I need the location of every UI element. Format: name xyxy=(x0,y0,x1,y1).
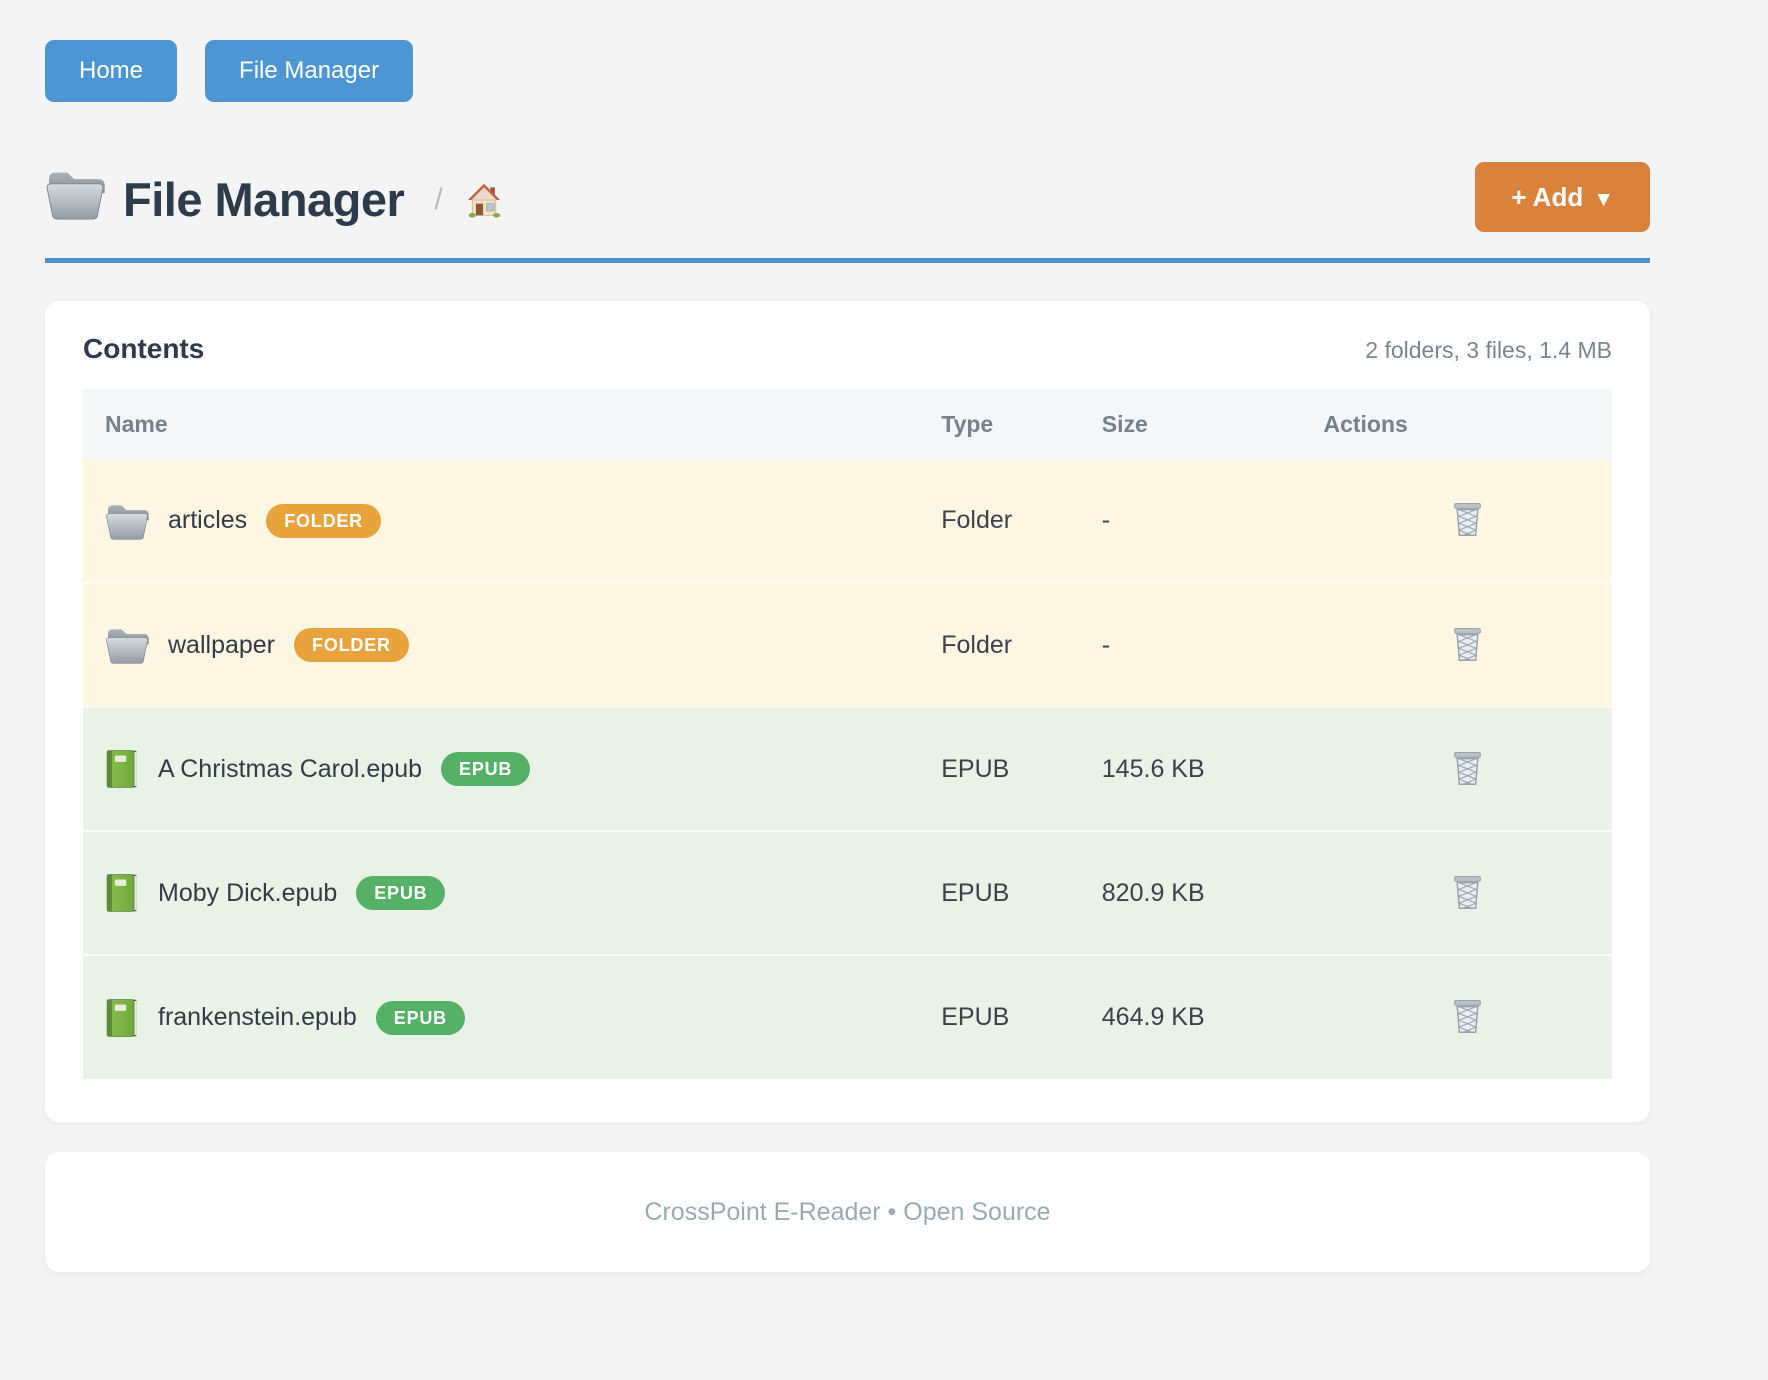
file-size-label: 820.9 KB xyxy=(1101,878,1205,907)
file-type-icon xyxy=(105,502,149,540)
add-button[interactable]: + Add ▼ xyxy=(1475,162,1650,232)
file-type-icon xyxy=(105,749,139,789)
file-name-label: Moby Dick.epub xyxy=(158,878,338,907)
contents-heading: Contents xyxy=(83,333,205,364)
file-name-link[interactable]: frankenstein.epub EPUB xyxy=(105,998,939,1038)
contents-summary: 2 folders, 3 files, 1.4 MB xyxy=(1365,337,1612,363)
column-header-size: Size xyxy=(1099,389,1322,459)
table-header-row: Name Type Size Actions xyxy=(83,389,1612,459)
page-header: File Manager / + Add ▼ xyxy=(45,162,1650,232)
table-row: Moby Dick.epub EPUB EPUB 820.9 KB xyxy=(83,831,1612,955)
file-size-label: 145.6 KB xyxy=(1101,754,1205,783)
footer-text: CrossPoint E-Reader • Open Source xyxy=(644,1197,1051,1226)
table-row: wallpaper FOLDER Folder - xyxy=(83,583,1612,707)
file-name-label: wallpaper xyxy=(168,630,276,659)
nav-file-manager-button[interactable]: File Manager xyxy=(205,40,414,102)
file-name-link[interactable]: A Christmas Carol.epub EPUB xyxy=(105,749,939,789)
file-name-link[interactable]: Moby Dick.epub EPUB xyxy=(105,873,939,913)
file-kind-badge: EPUB xyxy=(441,752,531,786)
title-underline xyxy=(45,258,1650,263)
file-name-label: A Christmas Carol.epub xyxy=(158,754,423,783)
trash-icon xyxy=(1452,1000,1483,1037)
delete-button[interactable] xyxy=(1448,622,1487,669)
file-table-body: articles FOLDER Folder - xyxy=(83,459,1612,1079)
delete-button[interactable] xyxy=(1448,994,1487,1041)
file-kind-badge: FOLDER xyxy=(294,628,409,662)
file-size-label: - xyxy=(1101,506,1111,534)
file-type-label: EPUB xyxy=(941,878,1010,907)
column-header-type: Type xyxy=(939,389,1100,459)
table-row: frankenstein.epub EPUB EPUB 464.9 KB xyxy=(83,955,1612,1079)
file-size-label: - xyxy=(1101,630,1111,659)
trash-icon xyxy=(1452,875,1483,913)
file-type-icon xyxy=(105,998,139,1038)
top-nav: Home File Manager xyxy=(45,0,1650,102)
file-kind-badge: FOLDER xyxy=(266,503,381,538)
file-size-label: 464.9 KB xyxy=(1101,1003,1205,1031)
home-icon[interactable] xyxy=(466,182,502,218)
footer-card: CrossPoint E-Reader • Open Source xyxy=(45,1152,1650,1272)
delete-button[interactable] xyxy=(1448,746,1487,793)
file-type-icon xyxy=(105,626,149,664)
file-type-icon xyxy=(105,873,139,913)
trash-icon xyxy=(1452,627,1483,665)
file-name-link[interactable]: articles FOLDER xyxy=(105,502,939,540)
breadcrumb-separator: / xyxy=(434,182,443,216)
file-name-link[interactable]: wallpaper FOLDER xyxy=(105,626,939,664)
file-table: Name Type Size Actions articles FOLDER xyxy=(83,389,1612,1079)
page: Home File Manager File Manager / xyxy=(45,0,1650,1272)
file-name-label: articles xyxy=(168,506,248,534)
contents-card: Contents 2 folders, 3 files, 1.4 MB Name… xyxy=(45,301,1650,1122)
nav-home-button[interactable]: Home xyxy=(45,40,178,102)
table-row: A Christmas Carol.epub EPUB EPUB 145.6 K… xyxy=(83,707,1612,831)
column-header-actions: Actions xyxy=(1321,389,1612,459)
file-name-label: frankenstein.epub xyxy=(158,1003,357,1031)
file-type-label: EPUB xyxy=(941,754,1010,783)
file-type-label: Folder xyxy=(941,506,1013,534)
folder-icon xyxy=(45,168,105,231)
column-header-name: Name xyxy=(83,389,940,459)
page-title: File Manager / xyxy=(45,168,502,231)
delete-button[interactable] xyxy=(1448,870,1487,917)
chevron-down-icon: ▼ xyxy=(1593,188,1614,211)
trash-icon xyxy=(1452,503,1483,540)
page-title-text: File Manager xyxy=(123,173,405,226)
file-kind-badge: EPUB xyxy=(356,876,446,910)
file-type-label: EPUB xyxy=(941,1003,1010,1031)
trash-icon xyxy=(1452,751,1483,789)
file-type-label: Folder xyxy=(941,630,1013,659)
table-row: articles FOLDER Folder - xyxy=(83,459,1612,583)
file-kind-badge: EPUB xyxy=(375,1000,465,1035)
delete-button[interactable] xyxy=(1448,497,1487,544)
add-button-label: + Add xyxy=(1511,182,1584,212)
